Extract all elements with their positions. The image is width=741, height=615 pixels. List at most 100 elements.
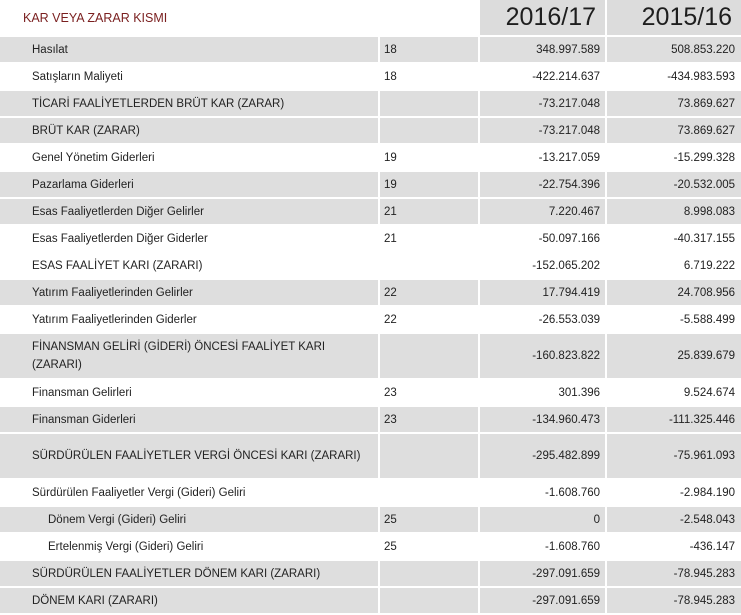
table-row: Esas Faaliyetlerden Diğer Gelirler 21 7.… [0,199,741,226]
table-row: ESAS FAALİYET KARI (ZARARI) -152.065.202… [0,253,741,280]
table-row: Finansman Gelirleri 23 301.396 9.524.674 [0,380,741,407]
row-label: Esas Faaliyetlerden Diğer Giderler [0,226,380,253]
note-ref [380,561,481,588]
value-2016-17: -160.823.822 [480,334,608,380]
value-2015-16: -436.147 [607,534,741,561]
value-2015-16: -111.325.446 [607,407,741,434]
note-ref: 21 [380,199,481,226]
note-ref [380,434,481,480]
note-ref [380,91,481,118]
row-label: DÖNEM KARI (ZARARI) [0,588,380,615]
row-label: Esas Faaliyetlerden Diğer Gelirler [0,199,380,226]
table-row: SÜRDÜRÜLEN FAALİYETLER VERGİ ÖNCESİ KARI… [0,434,741,480]
value-2016-17: -73.217.048 [480,91,608,118]
value-2015-16: -15.299.328 [607,145,741,172]
row-label: SÜRDÜRÜLEN FAALİYETLER VERGİ ÖNCESİ KARI… [0,434,380,480]
value-2016-17: -13.217.059 [480,145,608,172]
note-ref: 18 [380,37,481,64]
section-title: KAR VEYA ZARAR KISMI [0,0,481,37]
value-2016-17: -297.091.659 [480,561,608,588]
value-2016-17: -295.482.899 [480,434,608,480]
header-row: KAR VEYA ZARAR KISMI 2016/17 2015/16 [0,0,741,37]
note-ref: 19 [380,172,481,199]
value-2016-17: -422.214.637 [480,64,608,91]
value-2015-16: -5.588.499 [607,307,741,334]
value-2016-17: -134.960.473 [480,407,608,434]
value-2015-16: 8.998.083 [607,199,741,226]
table-row: Sürdürülen Faaliyetler Vergi (Gideri) Ge… [0,480,741,507]
table-row: Finansman Giderleri 23 -134.960.473 -111… [0,407,741,434]
row-label: Sürdürülen Faaliyetler Vergi (Gideri) Ge… [0,480,380,507]
row-label: Hasılat [0,37,380,64]
note-ref: 25 [380,534,481,561]
row-label: Finansman Gelirleri [0,380,380,407]
table-row: Dönem Vergi (Gideri) Geliri 25 0 -2.548.… [0,507,741,534]
table-row: Hasılat 18 348.997.589 508.853.220 [0,37,741,64]
row-label: SÜRDÜRÜLEN FAALİYETLER DÖNEM KARI (ZARAR… [0,561,380,588]
value-2015-16: 73.869.627 [607,91,741,118]
note-ref: 22 [380,280,481,307]
value-2015-16: -78.945.283 [607,588,741,615]
value-2015-16: -78.945.283 [607,561,741,588]
row-label: FİNANSMAN GELİRİ (GİDERİ) ÖNCESİ FAALİYE… [0,334,380,380]
note-ref: 23 [380,380,481,407]
row-label: BRÜT KAR (ZARAR) [0,118,380,145]
value-2016-17: -297.091.659 [480,588,608,615]
column-header-2015-16: 2015/16 [607,0,741,37]
value-2016-17: -1.608.760 [480,534,608,561]
table-row: TİCARİ FAALİYETLERDEN BRÜT KAR (ZARAR) -… [0,91,741,118]
row-label: Genel Yönetim Giderleri [0,145,380,172]
row-label: Yatırım Faaliyetlerinden Giderler [0,307,380,334]
value-2015-16: -20.532.005 [607,172,741,199]
table-row: SÜRDÜRÜLEN FAALİYETLER DÖNEM KARI (ZARAR… [0,561,741,588]
table-row: Esas Faaliyetlerden Diğer Giderler 21 -5… [0,226,741,253]
value-2015-16: 25.839.679 [607,334,741,380]
note-ref: 18 [380,64,481,91]
note-ref: 22 [380,307,481,334]
row-label: Pazarlama Giderleri [0,172,380,199]
value-2015-16: -75.961.093 [607,434,741,480]
value-2016-17: -22.754.396 [480,172,608,199]
note-ref [380,480,481,507]
value-2015-16: -2.548.043 [607,507,741,534]
value-2016-17: -50.097.166 [480,226,608,253]
row-label: TİCARİ FAALİYETLERDEN BRÜT KAR (ZARAR) [0,91,380,118]
value-2016-17: 17.794.419 [480,280,608,307]
row-label: Satışların Maliyeti [0,64,380,91]
value-2015-16: -40.317.155 [607,226,741,253]
value-2016-17: -73.217.048 [480,118,608,145]
row-label: Yatırım Faaliyetlerinden Gelirler [0,280,380,307]
value-2016-17: -152.065.202 [480,253,608,280]
note-ref: 21 [380,226,481,253]
table-row: Genel Yönetim Giderleri 19 -13.217.059 -… [0,145,741,172]
table-row: Yatırım Faaliyetlerinden Gelirler 22 17.… [0,280,741,307]
table-row: Ertelenmiş Vergi (Gideri) Geliri 25 -1.6… [0,534,741,561]
note-ref: 25 [380,507,481,534]
note-ref [380,334,481,380]
row-label: Dönem Vergi (Gideri) Geliri [0,507,380,534]
value-2015-16: -2.984.190 [607,480,741,507]
value-2016-17: 0 [480,507,608,534]
column-header-2016-17: 2016/17 [480,0,608,37]
value-2015-16: 73.869.627 [607,118,741,145]
note-ref [380,253,481,280]
table-row: FİNANSMAN GELİRİ (GİDERİ) ÖNCESİ FAALİYE… [0,334,741,380]
note-ref [380,588,481,615]
value-2016-17: 7.220.467 [480,199,608,226]
row-label: Ertelenmiş Vergi (Gideri) Geliri [0,534,380,561]
value-2016-17: -1.608.760 [480,480,608,507]
value-2016-17: 301.396 [480,380,608,407]
value-2015-16: 6.719.222 [607,253,741,280]
note-ref: 23 [380,407,481,434]
table-row: BRÜT KAR (ZARAR) -73.217.048 73.869.627 [0,118,741,145]
table-row: DÖNEM KARI (ZARARI) -297.091.659 -78.945… [0,588,741,615]
value-2015-16: 24.708.956 [607,280,741,307]
table-row: Satışların Maliyeti 18 -422.214.637 -434… [0,64,741,91]
table-row: Pazarlama Giderleri 19 -22.754.396 -20.5… [0,172,741,199]
value-2016-17: 348.997.589 [480,37,608,64]
value-2015-16: -434.983.593 [607,64,741,91]
table-row: Yatırım Faaliyetlerinden Giderler 22 -26… [0,307,741,334]
value-2015-16: 508.853.220 [607,37,741,64]
note-ref: 19 [380,145,481,172]
